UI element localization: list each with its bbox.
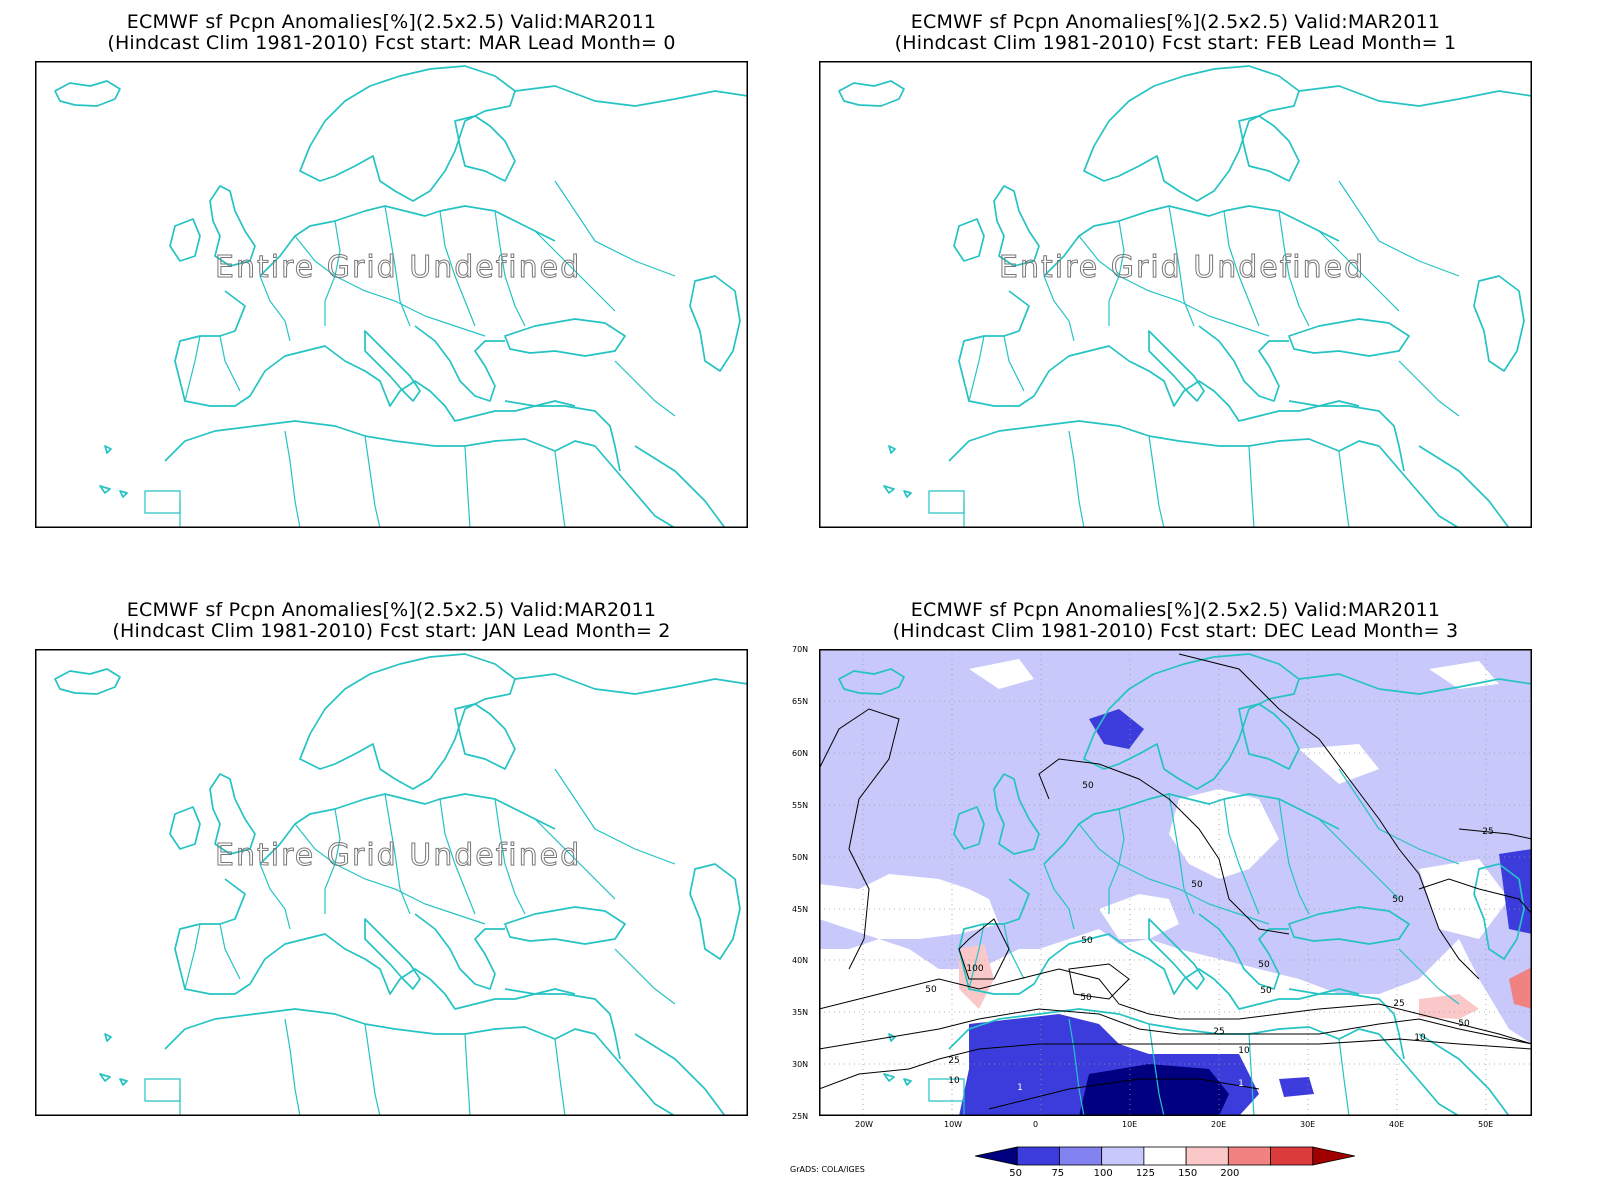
- contour-label: 25: [1482, 827, 1493, 837]
- lon-tick-label: 30E: [1300, 1120, 1316, 1129]
- lat-tick-label: 60N: [792, 748, 809, 758]
- lon-tick-label: 50E: [1478, 1120, 1494, 1129]
- colorbar-swatch: [1101, 1146, 1145, 1166]
- colorbar-swatch: [1227, 1146, 1271, 1166]
- colorbar-label: 75: [1051, 1168, 1065, 1179]
- lat-tick-label: 25N: [792, 1112, 809, 1122]
- colorbar-swatch: [1143, 1146, 1187, 1166]
- panel-3-undefined-message: Entire Grid Undefined: [215, 838, 581, 873]
- shade-white-gap-7: [1299, 744, 1379, 784]
- lat-tick-label: 30N: [792, 1060, 809, 1070]
- colorbar-swatch: [1059, 1146, 1103, 1166]
- panel-4-title: ECMWF sf Pcpn Anomalies[%](2.5x2.5) Vali…: [819, 600, 1532, 642]
- colorbar-swatch: [1016, 1146, 1060, 1166]
- lat-tick-label: 65N: [792, 696, 809, 706]
- contour-label: 50: [1260, 986, 1272, 996]
- contour-label: 25: [1213, 1027, 1224, 1037]
- colorbar-swatch: [1270, 1146, 1314, 1166]
- lat-tick-label: 70N: [792, 645, 809, 654]
- lon-tick-label: 20E: [1211, 1120, 1227, 1129]
- lat-tick-label: 55N: [792, 800, 809, 810]
- colorbar-swatch: [975, 1146, 1018, 1166]
- contour-label: 50: [1081, 936, 1093, 946]
- panel-1-title-line2: (Hindcast Clim 1981-2010) Fcst start: MA…: [107, 32, 676, 54]
- lon-tick-label: 0: [1033, 1120, 1039, 1129]
- lat-tick-label: 40N: [792, 956, 809, 966]
- panel-1-undefined-message: Entire Grid Undefined: [215, 250, 581, 285]
- contour-label: 100: [966, 964, 983, 974]
- contour-label-group: 50 50 25 50 50 50 50 100 50 50 25 10 25 50 10 25 10 1 1: [925, 781, 1493, 1093]
- panel-4-title-line1: ECMWF sf Pcpn Anomalies[%](2.5x2.5) Vali…: [910, 599, 1441, 621]
- lat-tick-label: 35N: [792, 1008, 809, 1018]
- panel-1-map: Entire Grid Undefined: [35, 61, 748, 528]
- panel-3-map: Entire Grid Undefined: [35, 649, 748, 1116]
- map-frame: [819, 649, 1532, 1116]
- colorbar-swatch: [1185, 1146, 1229, 1166]
- contour-label: 10: [1238, 1046, 1250, 1056]
- contour-label: 50: [1080, 993, 1092, 1003]
- contour-label: 25: [1393, 999, 1404, 1009]
- contour-label: 50: [1082, 781, 1094, 791]
- contour-label: 50: [1258, 960, 1270, 970]
- colorbar-label: 125: [1135, 1168, 1155, 1179]
- panel-3-title: ECMWF sf Pcpn Anomalies[%](2.5x2.5) Vali…: [35, 600, 748, 642]
- shade-white-gap-2: [1169, 789, 1279, 879]
- colorbar-label: 150: [1178, 1168, 1198, 1179]
- anomaly-shading: [819, 649, 1532, 1116]
- panel-2-undefined-message: Entire Grid Undefined: [999, 250, 1365, 285]
- panel-4-title-line2: (Hindcast Clim 1981-2010) Fcst start: DE…: [892, 620, 1459, 642]
- map-frame: [819, 61, 1532, 528]
- shade-white-gap-3: [1099, 894, 1179, 939]
- contour-label: 25: [948, 1056, 959, 1066]
- panel-2-title-line2: (Hindcast Clim 1981-2010) Fcst start: FE…: [894, 32, 1457, 54]
- contour-lines: [819, 653, 1532, 1110]
- contour-label: 1: [1017, 1083, 1023, 1093]
- shade-white-gap-4: [1419, 859, 1509, 939]
- panel-1-title: ECMWF sf Pcpn Anomalies[%](2.5x2.5) Vali…: [35, 12, 748, 54]
- coastlines: [54, 653, 748, 1116]
- coastlines: [54, 65, 748, 528]
- lat-tick-label: 50N: [792, 852, 809, 862]
- shade-50-75-d: [1279, 1077, 1314, 1097]
- lon-tick-label: 10E: [1122, 1120, 1138, 1129]
- coastlines: [838, 65, 1532, 528]
- contour-label: 50: [925, 985, 937, 995]
- shade-150-200-a: [1509, 967, 1532, 1009]
- panel-3-title-line1: ECMWF sf Pcpn Anomalies[%](2.5x2.5) Vali…: [126, 599, 657, 621]
- contour-label: 1: [1238, 1079, 1244, 1089]
- panel-2-title: ECMWF sf Pcpn Anomalies[%](2.5x2.5) Vali…: [819, 12, 1532, 54]
- map-frame: [35, 649, 748, 1116]
- lon-tick-label: 40E: [1389, 1120, 1405, 1129]
- footer-credit: GrADS: COLA/IGES: [790, 1165, 865, 1174]
- panel-1-title-line1: ECMWF sf Pcpn Anomalies[%](2.5x2.5) Vali…: [126, 11, 657, 33]
- panel-2-map: Entire Grid Undefined: [819, 61, 1532, 528]
- shade-125-150-b: [1419, 994, 1479, 1019]
- lon-tick-label: 20W: [855, 1120, 874, 1129]
- colorbar-swatch: [1312, 1146, 1355, 1166]
- shade-white-gap-1: [819, 874, 999, 939]
- contour-label: 50: [1458, 1019, 1470, 1029]
- contour-label: 10: [948, 1076, 960, 1086]
- panel-2-title-line1: ECMWF sf Pcpn Anomalies[%](2.5x2.5) Vali…: [910, 11, 1441, 33]
- contour-label: 10: [1414, 1033, 1426, 1043]
- contour-label: 50: [1191, 880, 1203, 890]
- shade-white-gap-5: [969, 659, 1034, 689]
- contour-label: 50: [1392, 895, 1404, 905]
- map-frame: [35, 61, 748, 528]
- lon-tick-label: 10W: [944, 1120, 963, 1129]
- shade-lt-50: [1079, 1064, 1229, 1116]
- colorbar-label: 50: [1009, 1168, 1022, 1179]
- panel-3-title-line2: (Hindcast Clim 1981-2010) Fcst start: JA…: [112, 620, 671, 642]
- colorbar-label: 200: [1220, 1168, 1240, 1179]
- lat-tick-label: 45N: [792, 904, 809, 914]
- colorbar: [975, 1146, 1355, 1166]
- colorbar-label: 100: [1093, 1168, 1113, 1179]
- panel-4-map: 50 50 25 50 50 50 50 100 50 50 25 10 25 50 10 25 10 1 1: [819, 649, 1532, 1116]
